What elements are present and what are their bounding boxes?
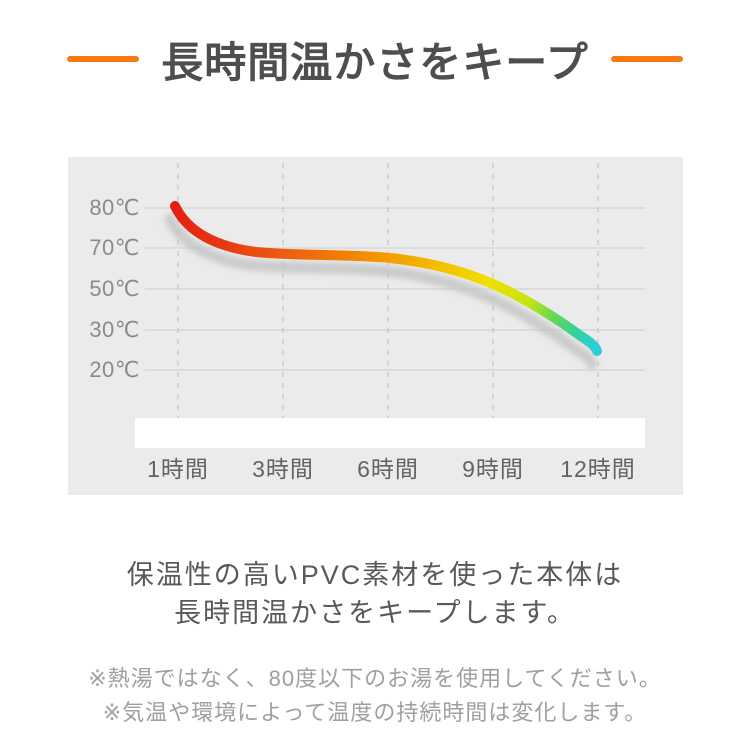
y-axis-tick-label: 80℃ bbox=[89, 195, 140, 220]
footnotes: ※熱湯ではなく、80度以下のお湯を使用してください。 ※気温や環境によって温度の… bbox=[0, 662, 750, 730]
page-title-row: 長時間温かさをキープ bbox=[0, 33, 750, 86]
title-accent-left-dash bbox=[67, 56, 140, 62]
y-axis-tick-label: 20℃ bbox=[89, 357, 140, 382]
y-axis-tick-labels: 80℃ 70℃ 50℃ 30℃ 20℃ bbox=[89, 195, 140, 382]
y-axis-tick-label: 50℃ bbox=[89, 276, 140, 301]
description-line-1: 保温性の高いPVC素材を使った本体は bbox=[126, 560, 624, 590]
x-axis-tick-label: 6時間 bbox=[357, 456, 419, 482]
chart-canvas: 80℃ 70℃ 50℃ 30℃ 20℃ 1時間 3時間 6時間 9時間 12時間 bbox=[89, 163, 645, 482]
x-axis-tick-label: 1時間 bbox=[147, 456, 209, 482]
chart-white-band bbox=[135, 418, 645, 448]
title-accent-right-dash bbox=[610, 56, 683, 62]
y-axis-tick-label: 70℃ bbox=[89, 235, 140, 260]
grid-vertical-dashed-lines bbox=[177, 163, 599, 418]
x-axis-tick-label: 12時間 bbox=[560, 456, 636, 482]
footnote-line-1: ※熱湯ではなく、80度以下のお湯を使用してください。 bbox=[88, 666, 662, 691]
description-text: 保温性の高いPVC素材を使った本体は 長時間温かさをキープします。 bbox=[0, 556, 750, 632]
x-axis-tick-labels: 1時間 3時間 6時間 9時間 12時間 bbox=[147, 456, 636, 482]
y-axis-tick-label: 30℃ bbox=[89, 317, 140, 342]
temperature-curve-shadow bbox=[164, 213, 598, 370]
temperature-curve bbox=[170, 201, 602, 356]
x-axis-tick-label: 9時間 bbox=[462, 456, 524, 482]
footnote-line-2: ※気温や環境によって温度の持続時間は変化します。 bbox=[102, 700, 648, 725]
page-title: 長時間温かさをキープ bbox=[161, 38, 589, 86]
x-axis-tick-label: 3時間 bbox=[252, 456, 314, 482]
temperature-chart: 80℃ 70℃ 50℃ 30℃ 20℃ 1時間 3時間 6時間 9時間 12時間 bbox=[68, 157, 683, 495]
description-line-2: 長時間温かさをキープします。 bbox=[174, 598, 576, 628]
